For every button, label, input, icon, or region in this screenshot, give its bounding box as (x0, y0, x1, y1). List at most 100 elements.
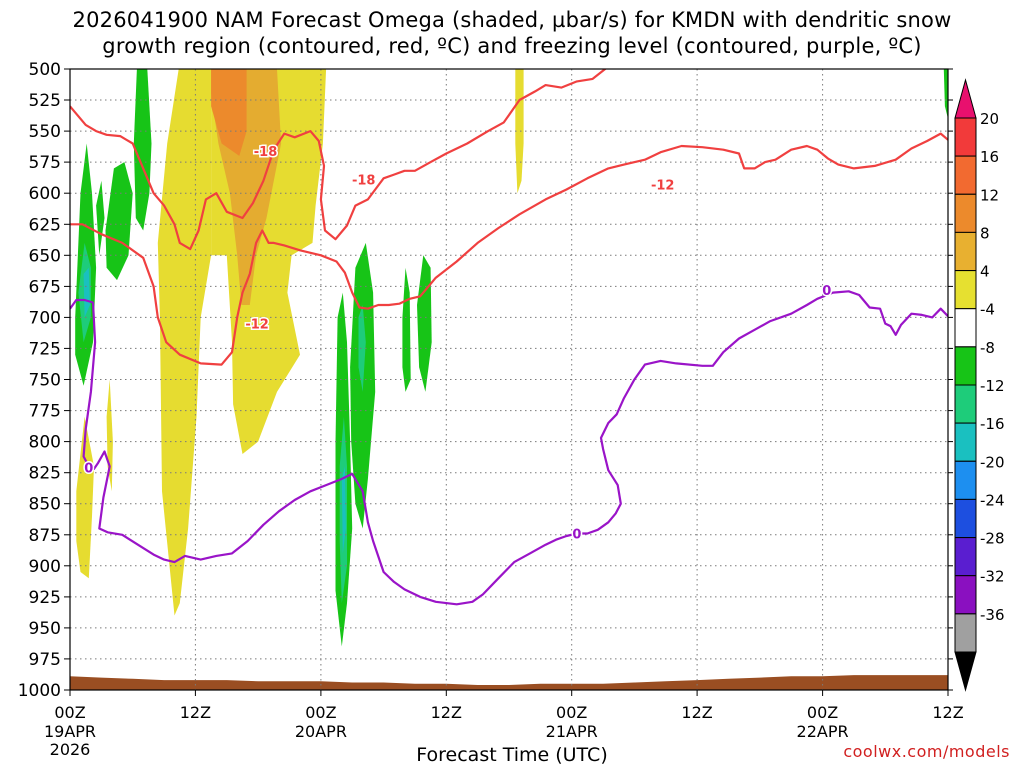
x-tick-label: 12Z (431, 703, 462, 722)
y-tick-label: 675 (29, 277, 61, 297)
x-tick-label: 00Z (556, 703, 587, 722)
omega-region-19 (83, 267, 90, 318)
omega-region-14 (417, 255, 432, 392)
colorbar-swatch (954, 193, 977, 233)
colorbar-label: -4 (980, 301, 995, 319)
contour-label: 0 (84, 462, 93, 477)
contour-label: 0 (822, 284, 831, 299)
y-tick-label: 900 (29, 557, 61, 577)
omega-shading-layer (75, 69, 948, 647)
colorbar-label: -16 (980, 415, 1005, 433)
colorbar-bottom-arrow (954, 651, 977, 692)
colorbar-swatch (954, 384, 977, 424)
colorbar-label: 16 (980, 148, 999, 166)
colorbar-label: -28 (980, 530, 1005, 548)
y-tick-label: 775 (29, 402, 61, 422)
colorbar-swatch (954, 308, 977, 348)
x-tick-date: 19APR (44, 722, 96, 741)
colorbar-swatch (954, 498, 977, 538)
y-tick-label: 700 (29, 308, 61, 328)
colorbar-swatch (954, 270, 977, 310)
y-tick-label: 825 (29, 464, 61, 484)
x-tick-date: 21APR (546, 722, 598, 741)
colorbar-label: -36 (980, 606, 1005, 624)
colorbar-swatch (954, 537, 977, 577)
colorbar-label: -12 (980, 377, 1005, 395)
y-tick-label: 525 (29, 91, 61, 111)
colorbar-label: -8 (980, 339, 995, 357)
contour-label: -18 (352, 174, 376, 189)
contour-label: -18 (254, 145, 278, 160)
colorbar-label: -24 (980, 491, 1005, 509)
y-tick-label: 800 (29, 433, 61, 453)
contour-line-0 (70, 290, 948, 606)
x-tick-label: 12Z (932, 703, 963, 722)
y-tick-label: 1000 (18, 681, 61, 701)
contour-line-minus18 (70, 69, 607, 251)
x-tick-date: 22APR (797, 722, 849, 741)
contour-label: 0 (572, 528, 581, 543)
omega-region-6 (211, 69, 247, 156)
omega-region-10 (133, 69, 152, 231)
colorbar-swatch (954, 422, 977, 462)
y-tick-label: 625 (29, 215, 61, 235)
y-tick-label: 550 (29, 122, 61, 142)
colorbar-swatch (954, 613, 977, 653)
omega-region-2 (76, 416, 94, 579)
y-tick-label: 925 (29, 588, 61, 608)
omega-region-8 (96, 180, 105, 256)
colorbar-swatch (954, 346, 977, 386)
omega-region-18 (358, 305, 366, 392)
y-tick-label: 575 (29, 153, 61, 173)
contour-line-minus12 (70, 132, 948, 366)
contour-label: -12 (651, 179, 675, 194)
y-tick-label: 975 (29, 650, 61, 670)
terrain-layer (70, 675, 948, 690)
source-credit: coolwx.com/models (843, 742, 1010, 761)
colorbar-top-arrow (954, 78, 977, 119)
y-tick-label: 850 (29, 495, 61, 515)
colorbar-label: -20 (980, 453, 1005, 471)
y-tick-label: 650 (29, 246, 61, 266)
omega-region-9 (105, 162, 133, 281)
y-tick-label: 600 (29, 184, 61, 204)
y-tick-label: 950 (29, 619, 61, 639)
colorbar-legend: 20 16 12 8 4 -4 -8 -12 -16 -20 -24 -28 -32 -36 (954, 78, 1005, 692)
contour-lines (70, 69, 948, 606)
omega-region-13 (402, 267, 411, 392)
contour-label: -12 (245, 318, 269, 333)
terrain-surface (70, 675, 948, 690)
colorbar-swatch (954, 231, 977, 271)
omega-region-20 (341, 466, 346, 554)
x-tick-year: 2026 (50, 740, 91, 759)
x-tick-label: 00Z (54, 703, 85, 722)
y-tick-label: 725 (29, 339, 61, 359)
colorbar-label: 12 (980, 186, 999, 204)
colorbar-swatch (954, 460, 977, 500)
chart-title-line-1: 2026041900 NAM Forecast Omega (shaded, µ… (72, 8, 952, 32)
omega-region-0 (157, 69, 212, 616)
x-tick-date: 20APR (295, 722, 347, 741)
omega-region-4 (515, 69, 524, 194)
y-axis: 500 525 550 575 600 625 650 675 700 725 750 775 800 8… (18, 60, 953, 701)
x-tick-label: 12Z (681, 703, 712, 722)
colorbar-swatch (954, 117, 977, 157)
x-tick-label: 12Z (180, 703, 211, 722)
y-tick-label: 500 (29, 60, 61, 80)
colorbar-label: -32 (980, 568, 1005, 586)
omega-region-15 (943, 69, 948, 119)
contour-labels: -18 -18 -12 -12 0 0 0 (83, 144, 833, 545)
colorbar-label: 20 (980, 110, 999, 128)
colorbar-label: 8 (980, 224, 990, 242)
y-tick-label: 750 (29, 371, 61, 391)
colorbar-swatch (954, 155, 977, 195)
x-axis-title: Forecast Time (UTC) (416, 744, 608, 766)
chart-title-line-2: growth region (contoured, red, ºC) and f… (102, 34, 922, 58)
x-tick-label: 00Z (305, 703, 336, 722)
colorbar-swatch (954, 575, 977, 615)
colorbar-label: 4 (980, 263, 990, 281)
x-tick-label: 00Z (807, 703, 838, 722)
